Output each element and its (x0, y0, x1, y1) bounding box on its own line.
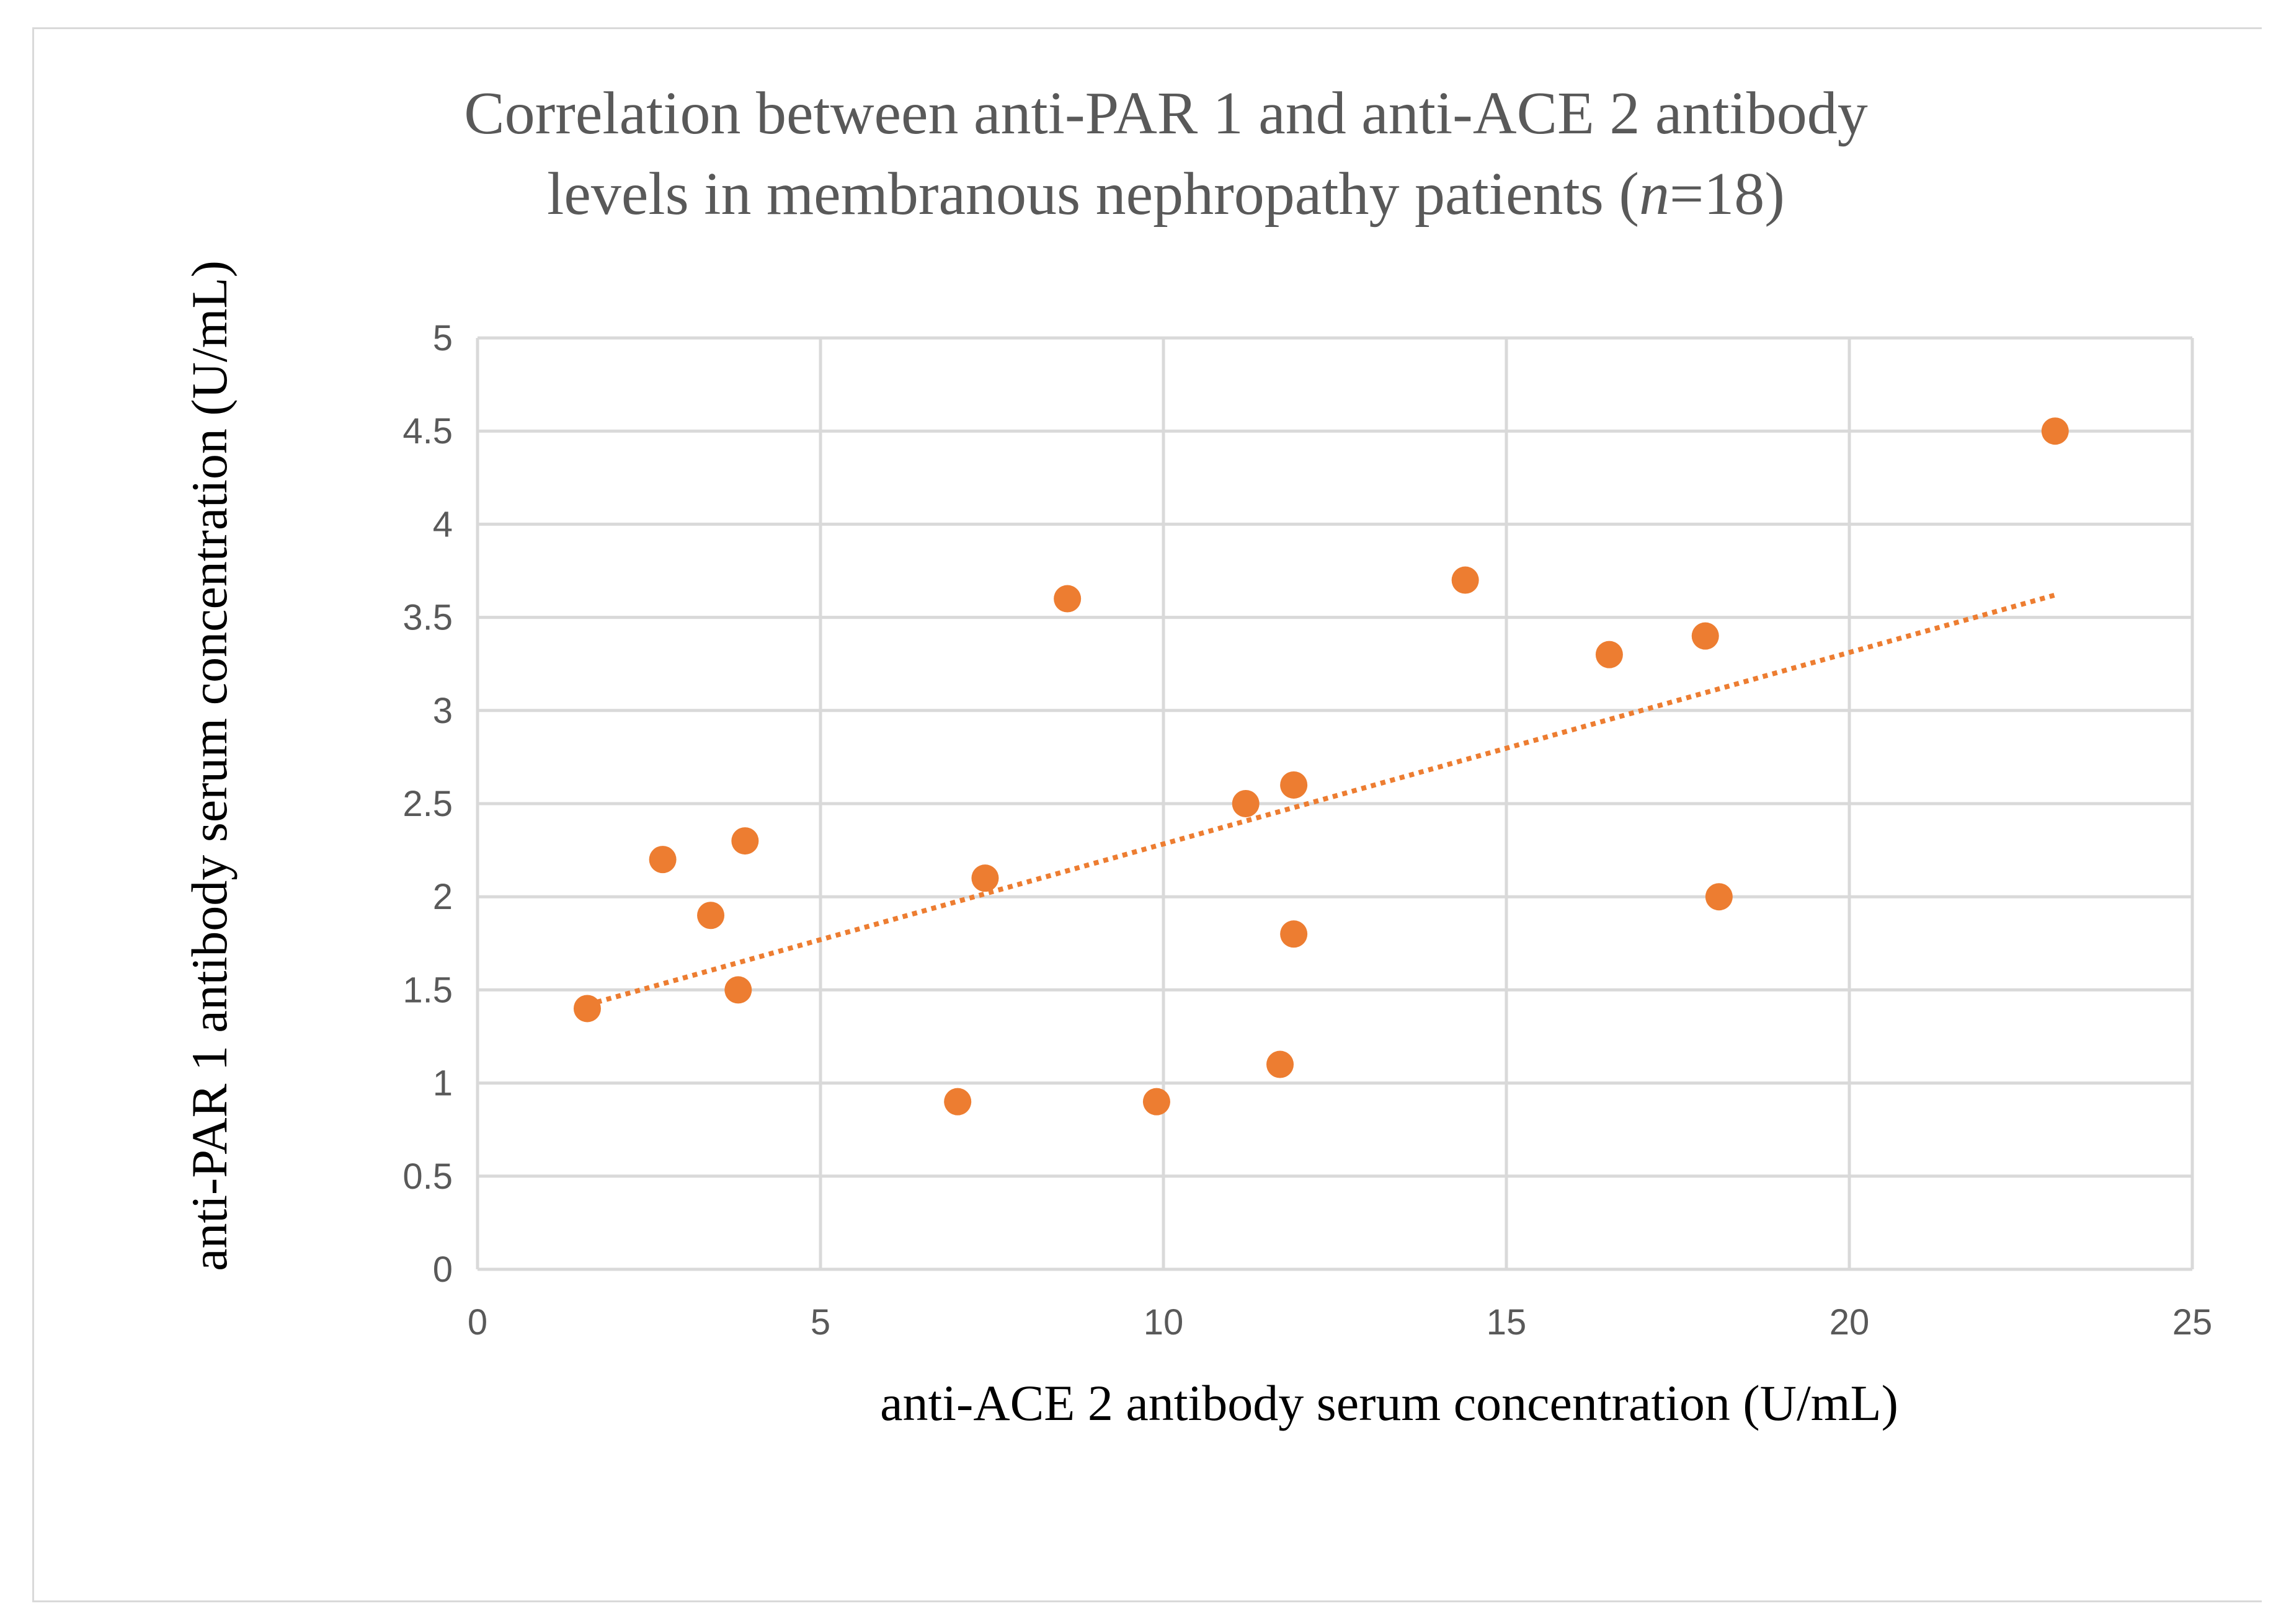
data-point (649, 846, 677, 874)
trendline (586, 592, 2056, 1008)
axes (476, 338, 2192, 1271)
data-point (697, 902, 725, 930)
y-axis-title: anti-PAR 1 antibody serum concentration … (181, 260, 238, 1271)
chart-title-italic: n (1639, 161, 1669, 228)
data-point (971, 864, 999, 892)
y-tick-label: 1 (433, 1063, 453, 1104)
y-tick-label: 4.5 (402, 411, 453, 451)
x-tick-label: 15 (1487, 1302, 1527, 1342)
gridlines (478, 336, 2194, 1269)
data-point (944, 1088, 972, 1116)
x-axis-title: anti-ACE 2 antibody serum concentration … (880, 1375, 1898, 1431)
data-point (1451, 566, 1479, 594)
x-tick-label: 0 (468, 1302, 487, 1342)
y-tick-label: 4 (433, 504, 453, 544)
data-point (1705, 883, 1733, 911)
data-point (1595, 641, 1623, 668)
x-tick-labels: 0 5 10 15 20 25 (468, 1302, 2212, 1342)
x-tick-label: 10 (1144, 1302, 1184, 1342)
trendline-group (586, 592, 2056, 1008)
data-point (1054, 585, 1082, 613)
data-point (731, 827, 759, 855)
chart-title-suffix: =18) (1669, 161, 1785, 228)
data-points (573, 417, 2069, 1116)
y-tick-labels: 0 0.5 1 1.5 2 2.5 3 3.5 4 4.5 5 (402, 318, 453, 1290)
x-tick-label: 5 (811, 1302, 830, 1342)
y-tick-label: 1.5 (402, 970, 453, 1010)
data-point (573, 995, 601, 1023)
chart-title-line-2: levels in membranous nephropathy patient… (547, 161, 1785, 228)
y-tick-label: 2 (433, 877, 453, 917)
y-tick-label: 3.5 (402, 598, 453, 638)
data-point (1142, 1088, 1170, 1116)
y-tick-label: 0 (433, 1249, 453, 1290)
data-point (1266, 1050, 1294, 1078)
data-point (724, 976, 752, 1004)
data-point (1280, 920, 1308, 948)
chart-frame (32, 27, 2262, 1602)
data-point (1280, 771, 1308, 799)
x-tick-label: 20 (1829, 1302, 1870, 1342)
y-tick-label: 3 (433, 691, 453, 731)
y-tick-label: 5 (433, 318, 453, 358)
chart-title-prefix: levels in membranous nephropathy patient… (547, 161, 1639, 228)
y-tick-label: 2.5 (402, 784, 453, 824)
data-point (2041, 417, 2069, 445)
chart-title-line-1: Correlation between anti-PAR 1 and anti-… (464, 80, 1868, 147)
y-tick-label: 0.5 (402, 1156, 453, 1197)
data-point (1691, 622, 1719, 650)
data-point (1232, 790, 1260, 817)
x-tick-label: 25 (2172, 1302, 2213, 1342)
